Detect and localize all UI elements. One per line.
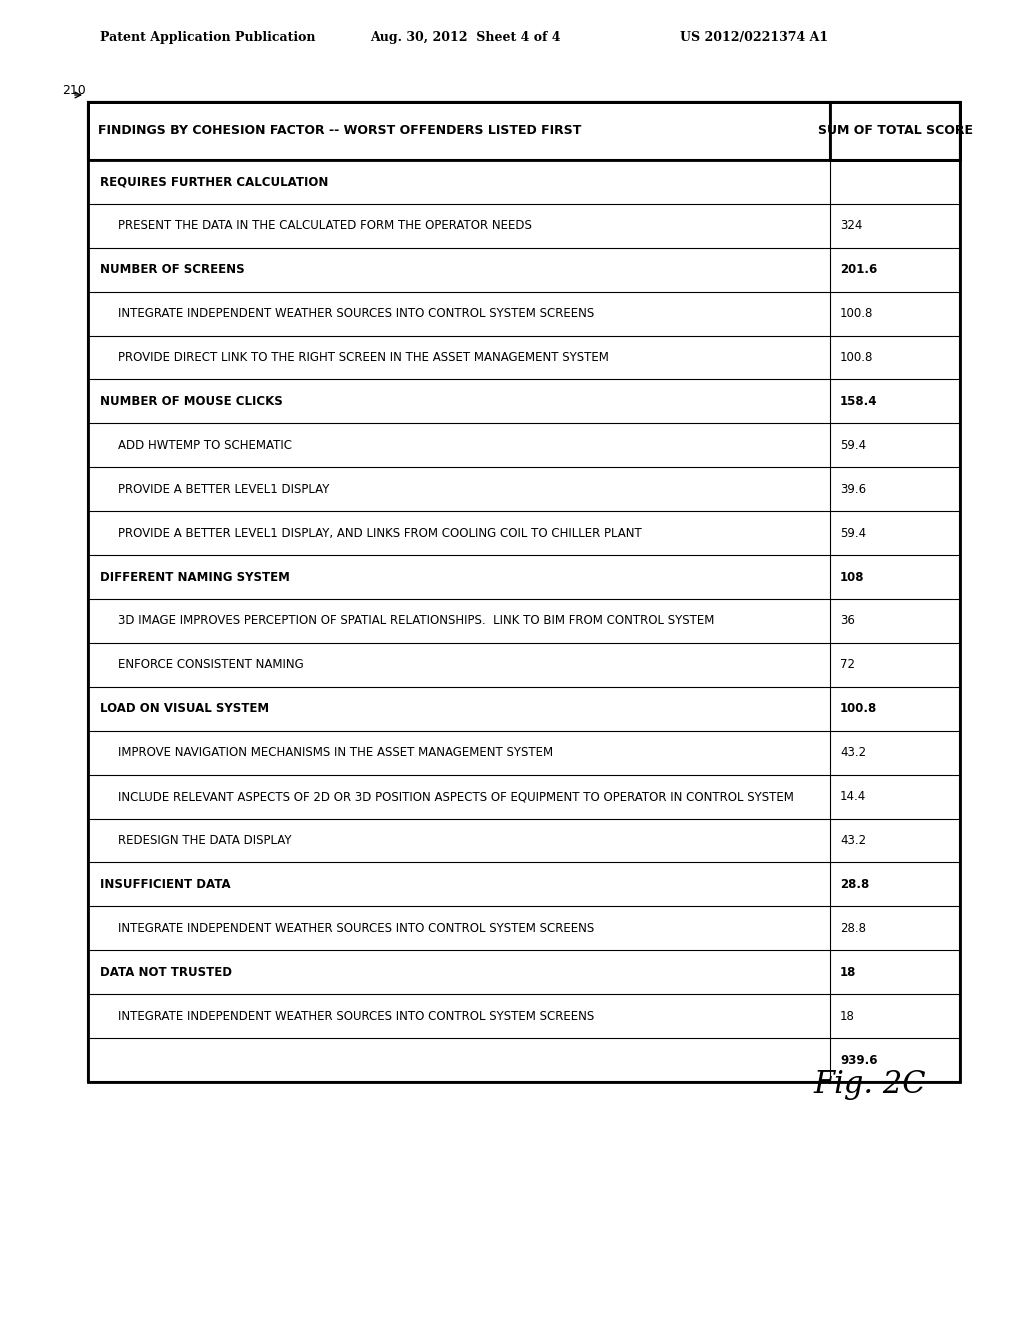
Text: INTEGRATE INDEPENDENT WEATHER SOURCES INTO CONTROL SYSTEM SCREENS: INTEGRATE INDEPENDENT WEATHER SOURCES IN… — [118, 308, 594, 319]
Text: 108: 108 — [840, 570, 864, 583]
Text: 100.8: 100.8 — [840, 702, 878, 715]
Text: 100.8: 100.8 — [840, 308, 873, 319]
Text: PROVIDE A BETTER LEVEL1 DISPLAY: PROVIDE A BETTER LEVEL1 DISPLAY — [118, 483, 330, 496]
Text: INCLUDE RELEVANT ASPECTS OF 2D OR 3D POSITION ASPECTS OF EQUIPMENT TO OPERATOR I: INCLUDE RELEVANT ASPECTS OF 2D OR 3D POS… — [118, 791, 794, 803]
Text: 210: 210 — [62, 83, 86, 96]
Text: 18: 18 — [840, 1010, 855, 1023]
Text: 39.6: 39.6 — [840, 483, 866, 496]
Text: PRESENT THE DATA IN THE CALCULATED FORM THE OPERATOR NEEDS: PRESENT THE DATA IN THE CALCULATED FORM … — [118, 219, 531, 232]
Bar — [88, 102, 961, 1082]
Text: 43.2: 43.2 — [840, 834, 866, 847]
Text: INTEGRATE INDEPENDENT WEATHER SOURCES INTO CONTROL SYSTEM SCREENS: INTEGRATE INDEPENDENT WEATHER SOURCES IN… — [118, 921, 594, 935]
Text: 18: 18 — [840, 966, 856, 978]
Text: 28.8: 28.8 — [840, 878, 869, 891]
Text: 36: 36 — [840, 614, 855, 627]
Text: REDESIGN THE DATA DISPLAY: REDESIGN THE DATA DISPLAY — [118, 834, 292, 847]
Text: IMPROVE NAVIGATION MECHANISMS IN THE ASSET MANAGEMENT SYSTEM: IMPROVE NAVIGATION MECHANISMS IN THE ASS… — [118, 746, 553, 759]
Bar — [830, 102, 961, 160]
Text: Fig. 2C: Fig. 2C — [814, 1069, 927, 1101]
Text: INTEGRATE INDEPENDENT WEATHER SOURCES INTO CONTROL SYSTEM SCREENS: INTEGRATE INDEPENDENT WEATHER SOURCES IN… — [118, 1010, 594, 1023]
Text: DIFFERENT NAMING SYSTEM: DIFFERENT NAMING SYSTEM — [100, 570, 290, 583]
Text: 59.4: 59.4 — [840, 438, 866, 451]
Text: REQUIRES FURTHER CALCULATION: REQUIRES FURTHER CALCULATION — [100, 176, 329, 189]
Text: ENFORCE CONSISTENT NAMING: ENFORCE CONSISTENT NAMING — [118, 659, 304, 672]
Text: Aug. 30, 2012  Sheet 4 of 4: Aug. 30, 2012 Sheet 4 of 4 — [370, 30, 560, 44]
Bar — [88, 102, 961, 1082]
Text: DATA NOT TRUSTED: DATA NOT TRUSTED — [100, 966, 232, 978]
Text: SUM OF TOTAL SCORE: SUM OF TOTAL SCORE — [817, 124, 973, 137]
Text: FINDINGS BY COHESION FACTOR -- WORST OFFENDERS LISTED FIRST: FINDINGS BY COHESION FACTOR -- WORST OFF… — [98, 124, 582, 137]
Text: NUMBER OF MOUSE CLICKS: NUMBER OF MOUSE CLICKS — [100, 395, 283, 408]
Text: PROVIDE A BETTER LEVEL1 DISPLAY, AND LINKS FROM COOLING COIL TO CHILLER PLANT: PROVIDE A BETTER LEVEL1 DISPLAY, AND LIN… — [118, 527, 642, 540]
Text: LOAD ON VISUAL SYSTEM: LOAD ON VISUAL SYSTEM — [100, 702, 269, 715]
Text: NUMBER OF SCREENS: NUMBER OF SCREENS — [100, 263, 245, 276]
Text: 939.6: 939.6 — [840, 1053, 878, 1067]
Text: 28.8: 28.8 — [840, 921, 866, 935]
Text: 14.4: 14.4 — [840, 791, 866, 803]
Text: 43.2: 43.2 — [840, 746, 866, 759]
Text: 201.6: 201.6 — [840, 263, 878, 276]
Text: 158.4: 158.4 — [840, 395, 878, 408]
Text: 100.8: 100.8 — [840, 351, 873, 364]
Text: US 2012/0221374 A1: US 2012/0221374 A1 — [680, 30, 828, 44]
Text: Patent Application Publication: Patent Application Publication — [100, 30, 315, 44]
Text: PROVIDE DIRECT LINK TO THE RIGHT SCREEN IN THE ASSET MANAGEMENT SYSTEM: PROVIDE DIRECT LINK TO THE RIGHT SCREEN … — [118, 351, 609, 364]
Text: 324: 324 — [840, 219, 862, 232]
Text: ADD HWTEMP TO SCHEMATIC: ADD HWTEMP TO SCHEMATIC — [118, 438, 292, 451]
Bar — [88, 102, 961, 160]
Text: 59.4: 59.4 — [840, 527, 866, 540]
Bar — [88, 102, 961, 160]
Text: 72: 72 — [840, 659, 855, 672]
Text: INSUFFICIENT DATA: INSUFFICIENT DATA — [100, 878, 230, 891]
Text: 3D IMAGE IMPROVES PERCEPTION OF SPATIAL RELATIONSHIPS.  LINK TO BIM FROM CONTROL: 3D IMAGE IMPROVES PERCEPTION OF SPATIAL … — [118, 614, 715, 627]
